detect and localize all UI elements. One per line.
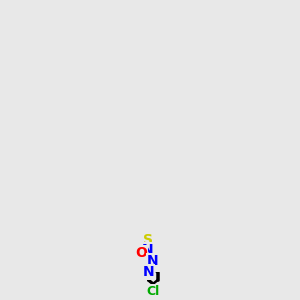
Text: N: N [142,243,154,256]
Text: S: S [143,233,153,247]
Text: Cl: Cl [146,285,160,298]
Text: N: N [147,254,159,268]
Text: O: O [135,246,147,260]
Text: N: N [142,266,154,279]
